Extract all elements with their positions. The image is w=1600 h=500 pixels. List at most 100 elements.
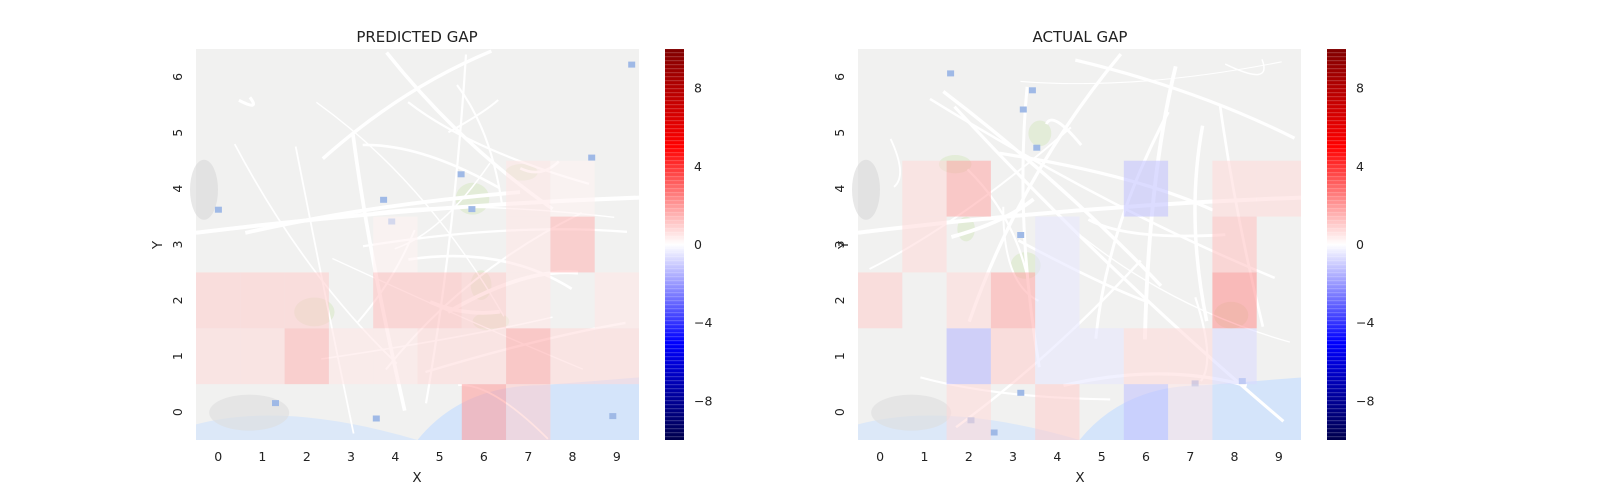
- heatmap-cell: [196, 272, 241, 329]
- heatmap-cell: [1035, 216, 1080, 273]
- x-axis-ticks: 0 1 2 3 4 5 6 7 8 9: [876, 449, 1283, 464]
- map-marker: [1017, 389, 1025, 396]
- heatmap-cell: [506, 160, 551, 217]
- y-tick-label: 6: [170, 73, 185, 81]
- y-tick-label: 3: [832, 241, 847, 249]
- y-tick-label: 1: [170, 352, 185, 360]
- heatmap-cell: [240, 328, 285, 385]
- x-axis-label: X: [1075, 470, 1084, 486]
- map-road: [1094, 111, 1170, 339]
- heatmap-cells: [196, 160, 639, 440]
- heatmap-cell: [240, 272, 285, 329]
- colorbar-tick-label: −8: [694, 393, 712, 408]
- x-tick-label: 0: [876, 449, 884, 464]
- y-tick-label: 3: [170, 241, 185, 249]
- map-marker: [628, 61, 636, 68]
- x-tick-label: 8: [1231, 449, 1239, 464]
- heatmap-cell: [328, 328, 374, 385]
- x-tick-label: 6: [480, 449, 488, 464]
- heatmap-cell: [461, 272, 507, 329]
- map-road: [950, 197, 1035, 239]
- x-tick-label: 9: [613, 449, 621, 464]
- colorbar-tick-label: −4: [694, 315, 712, 330]
- colorbar-tick-label: −8: [1356, 393, 1374, 408]
- map-relief: [190, 159, 218, 220]
- map-marker: [457, 171, 465, 178]
- heatmap-cell: [946, 328, 991, 385]
- x-axis-ticks: 0 1 2 3 4 5 6 7 8 9: [214, 449, 621, 464]
- x-tick-label: 2: [965, 449, 973, 464]
- map-marker: [1033, 144, 1041, 151]
- x-tick-label: 4: [1053, 449, 1061, 464]
- x-tick-label: 3: [347, 449, 355, 464]
- map-park: [1028, 120, 1052, 147]
- colorbar-bands: [665, 49, 684, 440]
- map-road: [1074, 58, 1296, 140]
- x-tick-label: 2: [303, 449, 311, 464]
- map-marker: [588, 154, 596, 161]
- actual-gap-panel: ACTUAL GAP 0 1 2 3 4 5 6 7 8 9 0 1 2 3 4 5 6 X Y −8 −4 0 4…: [832, 28, 1374, 486]
- heatmap-cell: [550, 328, 595, 385]
- colorbar-bands: [1327, 49, 1346, 440]
- x-tick-label: 5: [1098, 449, 1106, 464]
- map-road: [889, 138, 901, 188]
- heatmap-cell: [1212, 216, 1257, 273]
- x-tick-label: 1: [258, 449, 266, 464]
- heatmap-cell: [594, 328, 639, 385]
- map-road: [1044, 118, 1083, 147]
- y-axis-ticks: 0 1 2 3 4 5 6: [170, 73, 185, 416]
- heatmap-cell: [284, 272, 329, 329]
- colorbar-tick-label: −4: [1356, 315, 1374, 330]
- heatmap-cell: [902, 216, 947, 273]
- heatmap-cell: [1123, 384, 1169, 440]
- x-tick-label: 8: [569, 449, 577, 464]
- y-tick-label: 1: [832, 352, 847, 360]
- chart-title: PREDICTED GAP: [356, 28, 477, 46]
- y-tick-label: 4: [832, 185, 847, 193]
- map-road: [244, 190, 521, 235]
- heatmap-cell: [373, 216, 418, 273]
- map-marker: [1019, 106, 1027, 113]
- heatmap-cell: [1256, 160, 1301, 217]
- heatmap-cells: [858, 160, 1301, 440]
- map-marker: [372, 415, 380, 422]
- colorbar-tick-label: 4: [694, 159, 702, 174]
- y-axis-label: Y: [836, 240, 852, 250]
- heatmap-cell: [417, 272, 462, 329]
- heatmap-cell: [990, 272, 1036, 329]
- x-tick-label: 7: [1186, 449, 1194, 464]
- heatmap-cell: [1212, 328, 1257, 385]
- y-tick-label: 5: [832, 129, 847, 137]
- map-road: [942, 90, 1163, 287]
- map-road: [238, 96, 255, 107]
- heatmap-cell: [461, 328, 507, 385]
- map-road: [1193, 125, 1209, 322]
- map-road: [321, 49, 493, 160]
- map-road: [456, 84, 504, 206]
- colorbar-tick-label: 0: [694, 237, 702, 252]
- heatmap-cell: [1212, 160, 1257, 217]
- heatmap-cell: [1123, 328, 1169, 385]
- map-road: [1224, 59, 1265, 76]
- y-tick-label: 6: [832, 73, 847, 81]
- heatmap-cell: [1212, 272, 1257, 329]
- heatmap-cell: [284, 328, 329, 385]
- map-road: [447, 99, 499, 134]
- map-marker: [468, 206, 476, 213]
- x-tick-label: 4: [391, 449, 399, 464]
- heatmap-cell: [550, 160, 595, 217]
- heatmap-cell: [1123, 160, 1169, 217]
- colorbar-tick-label: 8: [694, 81, 702, 96]
- map-relief: [852, 159, 880, 220]
- x-tick-label: 9: [1275, 449, 1283, 464]
- colorbar-tick-label: 4: [1356, 159, 1364, 174]
- map-marker: [380, 196, 388, 203]
- heatmap-cell: [373, 328, 418, 385]
- map-marker: [609, 413, 617, 420]
- heatmap-cell: [946, 160, 991, 217]
- map-road: [1087, 218, 1226, 238]
- y-tick-label: 2: [832, 296, 847, 304]
- map-road: [362, 143, 501, 190]
- x-tick-label: 0: [214, 449, 222, 464]
